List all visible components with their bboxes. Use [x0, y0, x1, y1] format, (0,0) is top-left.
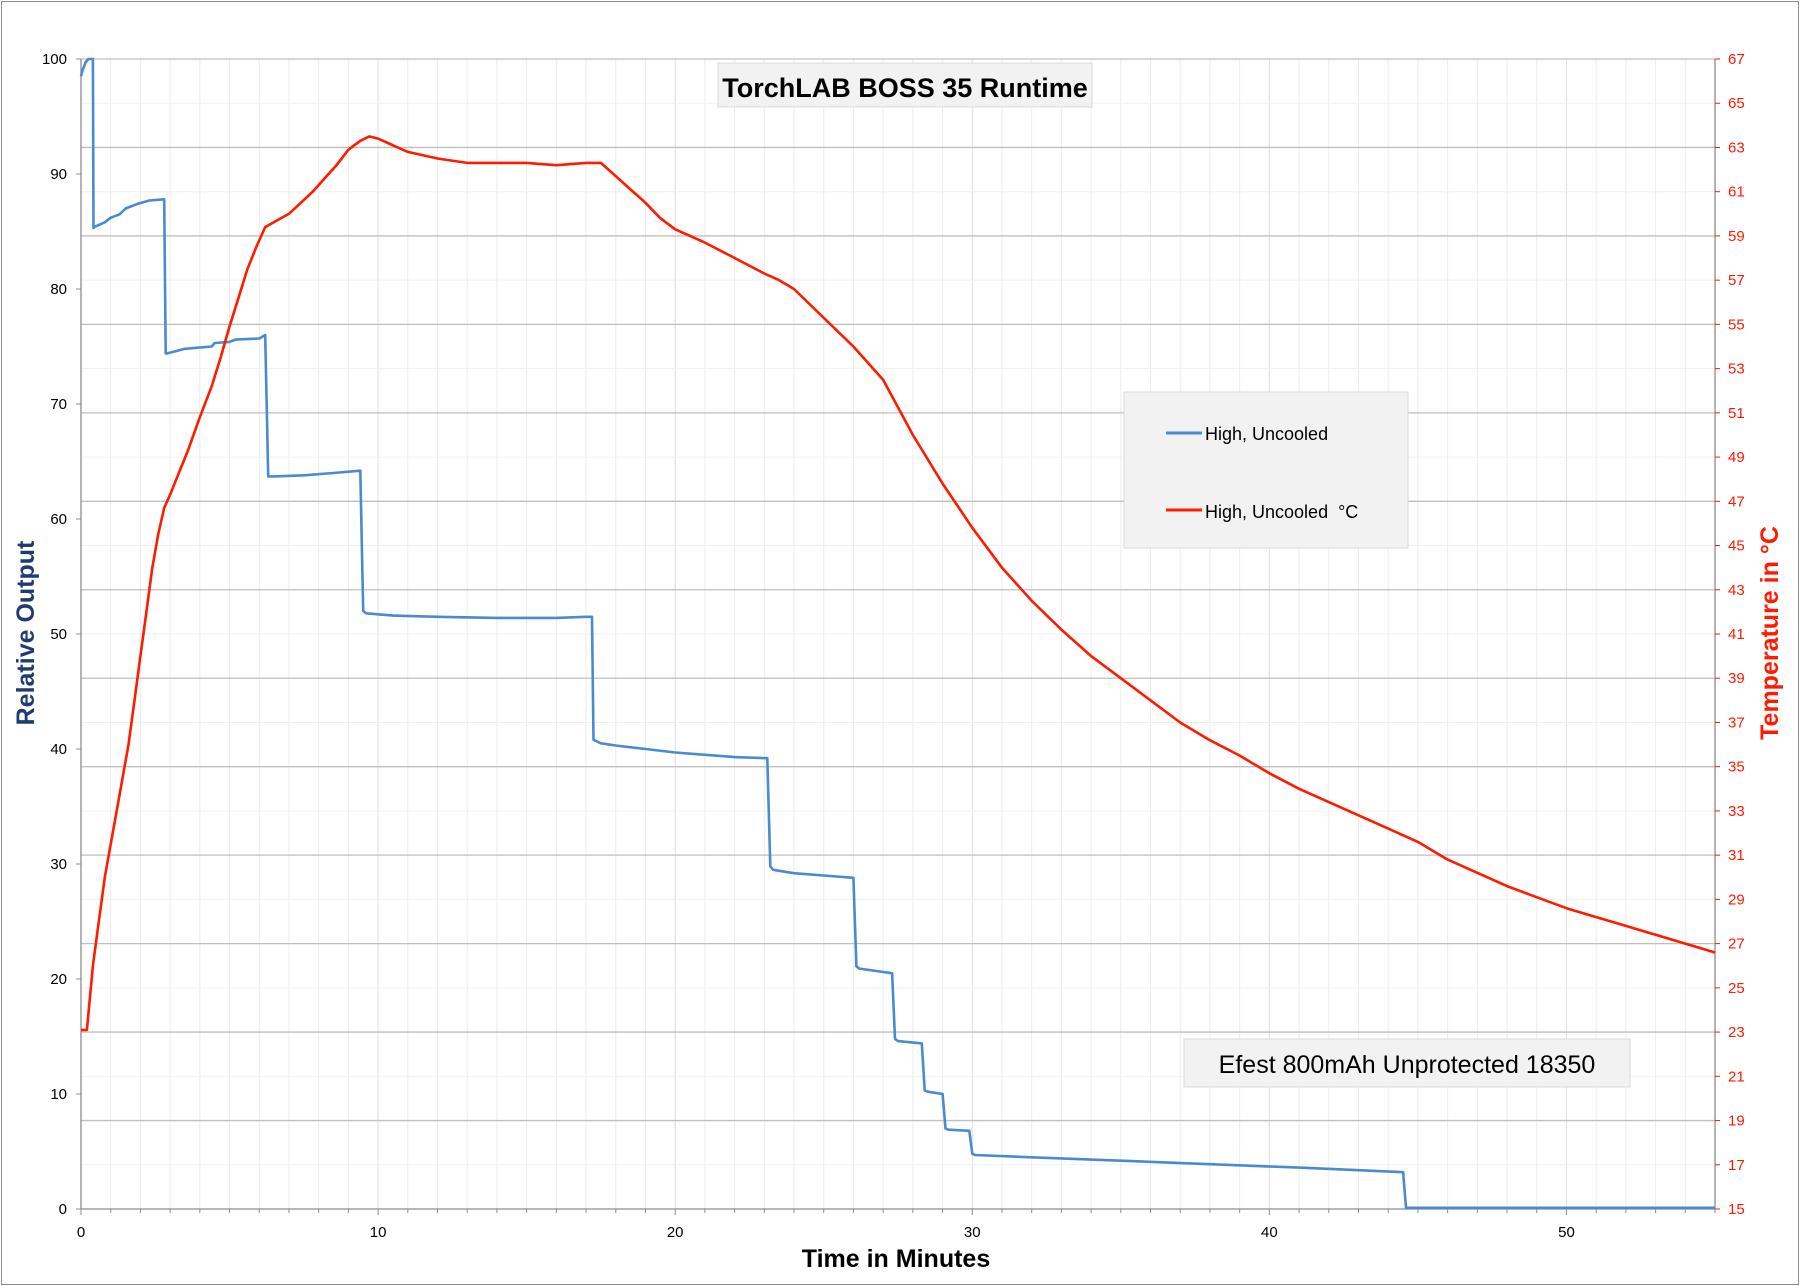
legend-label-output: High, Uncooled — [1205, 424, 1328, 444]
x-axis-ticks: 0 10 20 30 40 50 — [77, 1209, 1716, 1241]
major-gridlines — [81, 58, 1715, 1209]
title-box-background — [717, 62, 1093, 108]
left-tick-label: 10 — [50, 1086, 67, 1103]
series-lines — [79, 57, 1716, 1210]
x-tick-label: 20 — [667, 1224, 684, 1241]
right-tick-label: 57 — [1728, 272, 1745, 289]
chart-title: TorchLAB BOSS 35 Runtime — [722, 73, 1088, 103]
output-series-line — [79, 57, 1715, 1210]
right-tick-label: 41 — [1728, 626, 1745, 643]
legend-background — [1123, 391, 1409, 549]
left-tick-label: 80 — [50, 281, 67, 298]
x-tick-label: 0 — [77, 1224, 85, 1241]
x-tick-label: 10 — [370, 1224, 387, 1241]
annotation-box-background — [1183, 1038, 1631, 1088]
left-tick-label: 0 — [59, 1201, 67, 1218]
legend-label-temperature: High, Uncooled °C — [1205, 502, 1358, 522]
right-tick-label: 45 — [1728, 538, 1745, 555]
left-tick-label: 40 — [50, 741, 67, 758]
right-tick-label: 59 — [1728, 228, 1745, 245]
right-axis-label: Temperature in °C — [1756, 526, 1784, 740]
left-tick-label: 100 — [42, 51, 67, 68]
right-tick-label: 61 — [1728, 184, 1745, 201]
x-tick-label: 50 — [1558, 1224, 1575, 1241]
x-tick-label: 30 — [964, 1224, 981, 1241]
right-tick-label: 55 — [1728, 316, 1745, 333]
right-tick-label: 31 — [1728, 847, 1745, 864]
chart-title-box: TorchLAB BOSS 35 Runtime — [717, 62, 1093, 108]
left-tick-label: 60 — [50, 511, 67, 528]
right-tick-label: 19 — [1728, 1113, 1745, 1130]
right-tick-label: 63 — [1728, 139, 1745, 156]
right-tick-label: 15 — [1728, 1201, 1745, 1218]
annotation-box: Efest 800mAh Unprotected 18350 — [1183, 1038, 1631, 1088]
left-axis-label: Relative Output — [12, 540, 40, 725]
right-tick-label: 49 — [1728, 449, 1745, 466]
right-tick-label: 23 — [1728, 1024, 1745, 1041]
left-tick-label: 30 — [50, 856, 67, 873]
legend: High, Uncooled High, Uncooled °C — [1123, 391, 1409, 549]
right-tick-label: 33 — [1728, 803, 1745, 820]
left-tick-label: 50 — [50, 626, 67, 643]
right-tick-label: 29 — [1728, 891, 1745, 908]
left-tick-label: 20 — [50, 971, 67, 988]
right-tick-label: 47 — [1728, 493, 1745, 510]
right-tick-label: 53 — [1728, 361, 1745, 378]
right-tick-label: 65 — [1728, 95, 1745, 112]
right-tick-label: 35 — [1728, 759, 1745, 776]
right-axis-ticks: 15 17 19 21 23 25 27 29 31 33 35 37 39 41 43 45 47 49 51 53… — [1715, 51, 1745, 1218]
left-tick-label: 70 — [50, 396, 67, 413]
right-tick-label: 67 — [1728, 51, 1745, 68]
right-tick-label: 25 — [1728, 980, 1745, 997]
left-axis-ticks: 0 10 20 30 40 50 60 70 80 90 100 — [42, 51, 81, 1218]
right-tick-label: 21 — [1728, 1068, 1745, 1085]
right-tick-label: 27 — [1728, 936, 1745, 953]
right-tick-label: 51 — [1728, 405, 1745, 422]
x-axis-label: Time in Minutes — [802, 1245, 990, 1273]
right-tick-label: 43 — [1728, 582, 1745, 599]
temperature-series-line — [81, 135, 1716, 1032]
battery-annotation: Efest 800mAh Unprotected 18350 — [1219, 1051, 1596, 1079]
right-tick-label: 17 — [1728, 1157, 1745, 1174]
right-tick-label: 39 — [1728, 670, 1745, 687]
right-tick-label: 37 — [1728, 714, 1745, 731]
x-tick-label: 40 — [1261, 1224, 1278, 1241]
left-tick-label: 90 — [50, 166, 67, 183]
